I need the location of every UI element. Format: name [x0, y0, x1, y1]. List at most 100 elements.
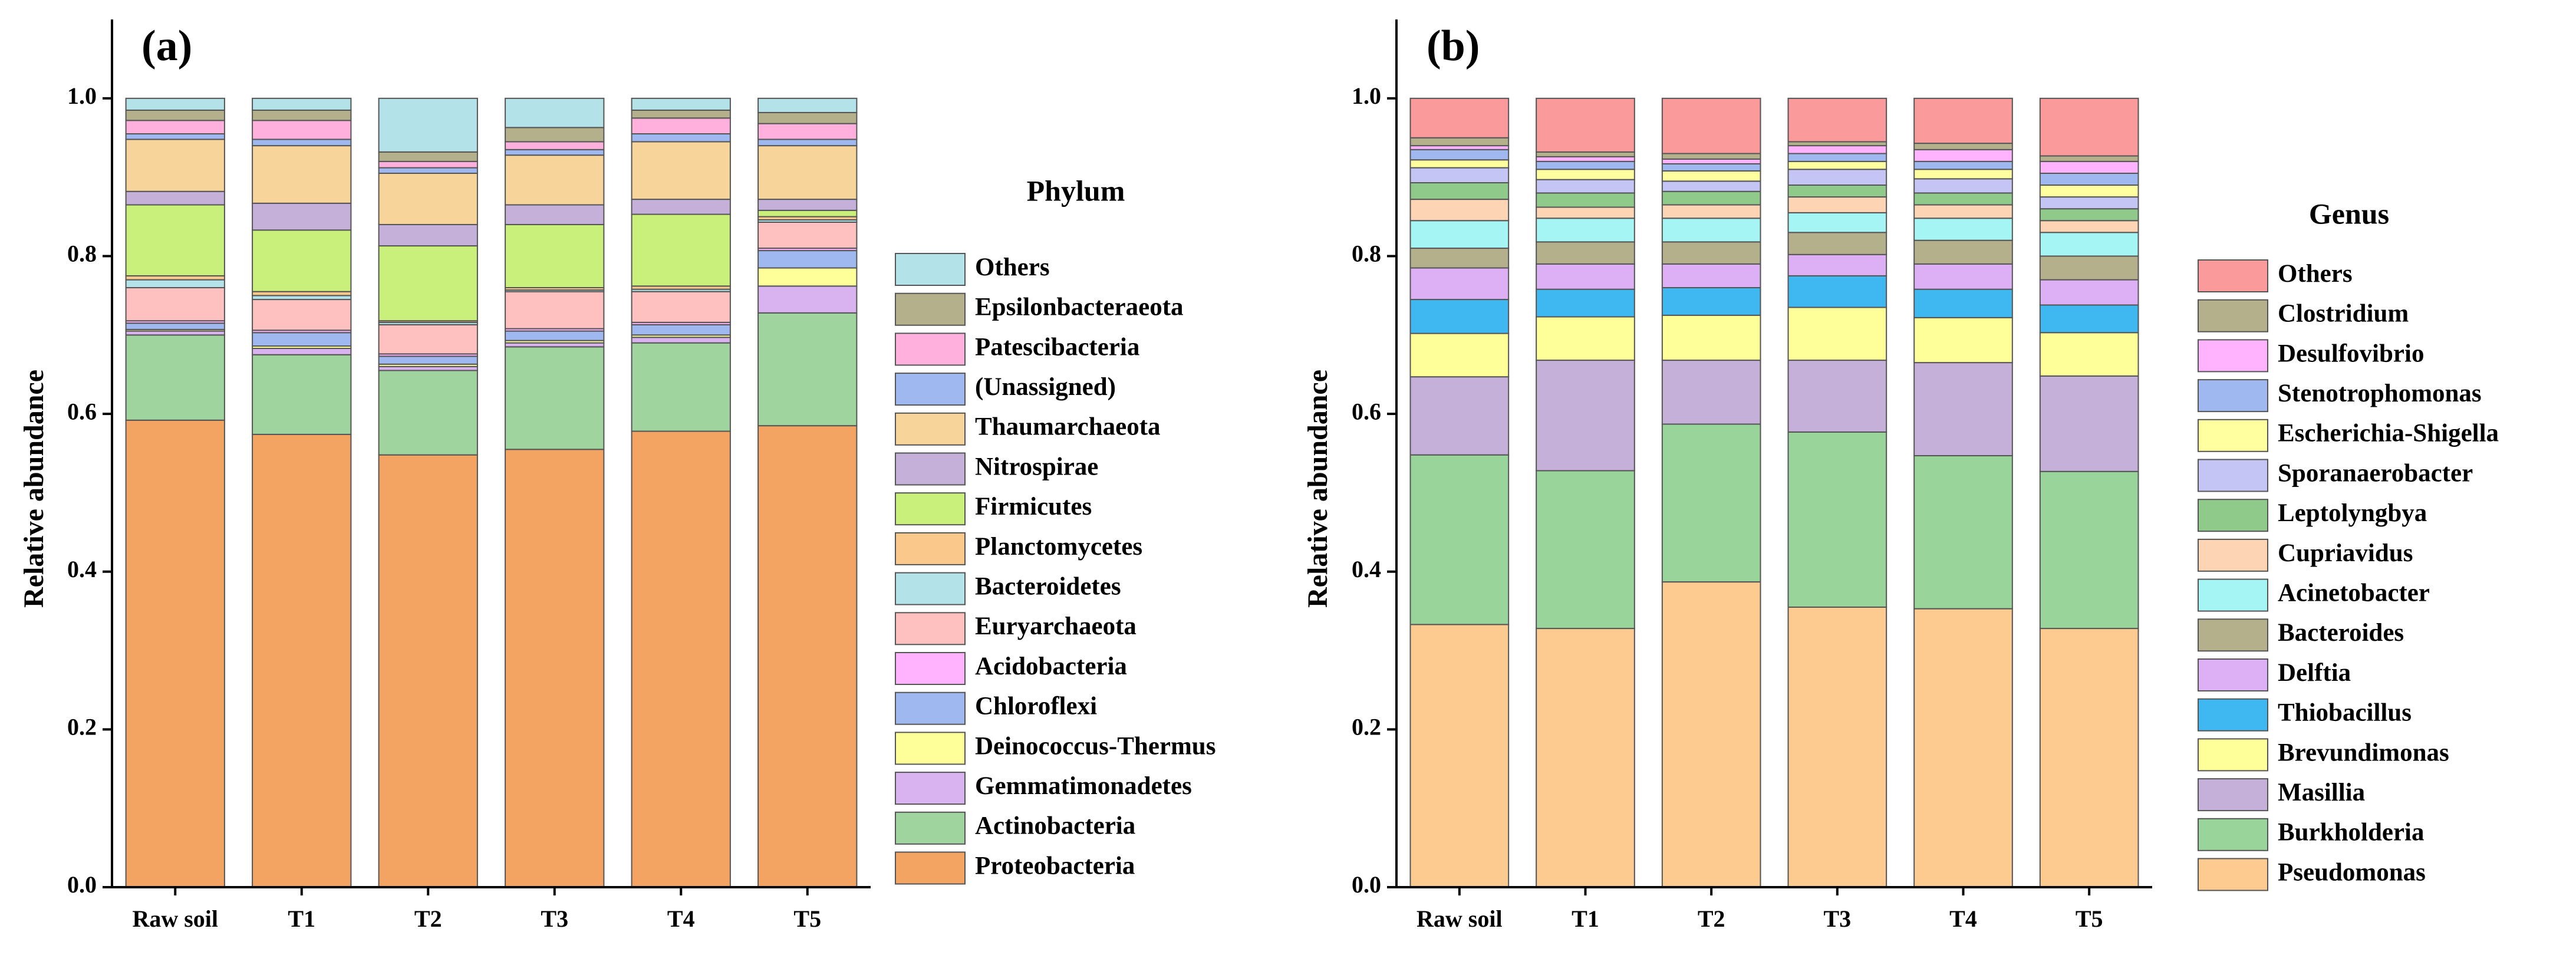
bar-segment	[1787, 232, 1887, 255]
legend-swatch	[895, 492, 966, 526]
bar-segment	[1409, 220, 1510, 249]
bar-segment	[1409, 97, 1510, 139]
legend-label: Delftia	[2278, 659, 2351, 687]
bar-segment	[1661, 170, 1761, 182]
legend-swatch	[895, 373, 966, 406]
bar-segment	[1913, 288, 2013, 318]
bar-segment	[1536, 160, 1635, 170]
bar-segment	[1787, 145, 1887, 154]
bar-segment	[2039, 470, 2139, 630]
bar-segment	[505, 449, 605, 888]
bar-segment	[1661, 158, 1761, 164]
legend-swatch	[2198, 738, 2268, 772]
bar-segment	[1661, 204, 1761, 219]
bar-segment	[252, 299, 352, 331]
legend-swatch	[2198, 698, 2268, 732]
bar-segment	[378, 370, 478, 456]
bar-segment	[125, 334, 225, 421]
bar-segment	[378, 454, 478, 888]
bar-segment	[125, 120, 225, 135]
bar-segment	[631, 133, 731, 143]
y-axis-label: Relative abundance	[18, 370, 50, 608]
bar-segment	[125, 133, 225, 140]
bar-segment	[125, 279, 225, 288]
bar-segment	[1913, 455, 2013, 610]
legend-label: Deinococcus-Thermus	[975, 732, 1215, 760]
legend-label: Proteobacteria	[975, 852, 1135, 880]
bar-segment	[1787, 431, 1887, 608]
legend-swatch	[2198, 618, 2268, 652]
bar-segment	[1536, 169, 1635, 180]
bar-segment	[1536, 156, 1635, 162]
bar-segment	[505, 141, 605, 150]
bar-segment	[505, 127, 605, 143]
y-tick-label: 1.0	[1352, 83, 1381, 109]
legend-label: Euryarchaeota	[975, 612, 1137, 640]
legend-label: Others	[975, 253, 1050, 281]
bar-segment	[125, 97, 225, 111]
y-tick-label: 0.4	[67, 556, 97, 582]
bar-segment	[378, 167, 478, 174]
bar-segment	[1913, 143, 2013, 150]
bar-segment	[2039, 375, 2139, 472]
legend-label: Sporanaerobacter	[2278, 459, 2473, 487]
x-tick-label: Raw soil	[132, 905, 218, 932]
legend-label: Planctomycetes	[975, 533, 1142, 561]
bar-segment	[1787, 169, 1887, 186]
bar-segment	[631, 342, 731, 432]
bar-segment	[757, 209, 858, 218]
bar-segment	[1661, 97, 1761, 154]
legend-swatch	[2198, 499, 2268, 532]
bar-segment	[1409, 137, 1510, 147]
legend-label: Leptolyngbya	[2278, 499, 2427, 527]
bar-segment	[1536, 628, 1635, 888]
legend-label: Thiobacillus	[2278, 699, 2412, 727]
legend-label: (Unassigned)	[975, 373, 1116, 401]
legend-swatch	[2198, 379, 2268, 413]
bar-segment	[2039, 332, 2139, 377]
bar-segment	[631, 324, 731, 336]
bar-segment	[1913, 97, 2013, 144]
legend-swatch	[2198, 818, 2268, 851]
bar-segment	[631, 291, 731, 323]
bar-segment	[252, 109, 352, 121]
legend-label: Thaumarchaeota	[975, 413, 1161, 441]
bar-segment	[252, 332, 352, 347]
x-tick-label: T3	[1823, 905, 1851, 932]
legend-swatch	[895, 772, 966, 805]
bar-segment	[631, 97, 731, 111]
bar-segment	[757, 199, 858, 211]
bar-segment	[505, 346, 605, 450]
bar-segment	[757, 267, 858, 287]
bar-segment	[1409, 454, 1510, 625]
bar-segment	[631, 199, 731, 215]
bar-segment	[1409, 248, 1510, 269]
legend-swatch	[895, 612, 966, 645]
bar-segment	[505, 204, 605, 225]
bar-segment	[378, 245, 478, 322]
bar-segment	[757, 312, 858, 427]
bar-segment	[378, 324, 478, 355]
bar-segment	[505, 330, 605, 341]
legend-swatch	[2198, 299, 2268, 332]
bar-segment	[2039, 185, 2139, 198]
bar-segment	[757, 221, 858, 249]
legend-title: Phylum	[1027, 174, 1125, 207]
y-tick-label: 1.0	[67, 83, 97, 109]
bar-segment	[2039, 628, 2139, 888]
bar-segment	[378, 172, 478, 225]
legend-label: Chloroflexi	[975, 693, 1097, 720]
bar-segment	[1913, 169, 2013, 180]
legend-swatch	[2198, 658, 2268, 691]
bar-segment	[125, 204, 225, 276]
legend-swatch	[2198, 538, 2268, 572]
bar-segment	[125, 190, 225, 206]
y-tick-label: 0.2	[67, 714, 97, 740]
x-tick-label: Raw soil	[1417, 905, 1503, 932]
bar-segment	[1787, 606, 1887, 888]
bar-segment	[252, 229, 352, 292]
x-tick-label: T1	[1572, 905, 1599, 932]
bar-segment	[505, 291, 605, 330]
y-tick-label: 0.0	[1352, 871, 1381, 898]
bar-segment	[1661, 241, 1761, 265]
